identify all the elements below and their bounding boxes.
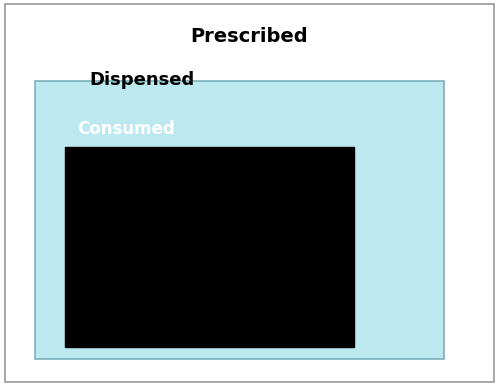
Text: Prescribed: Prescribed (191, 27, 308, 46)
Text: Dispensed: Dispensed (90, 71, 195, 90)
Text: Consumed: Consumed (77, 120, 175, 138)
